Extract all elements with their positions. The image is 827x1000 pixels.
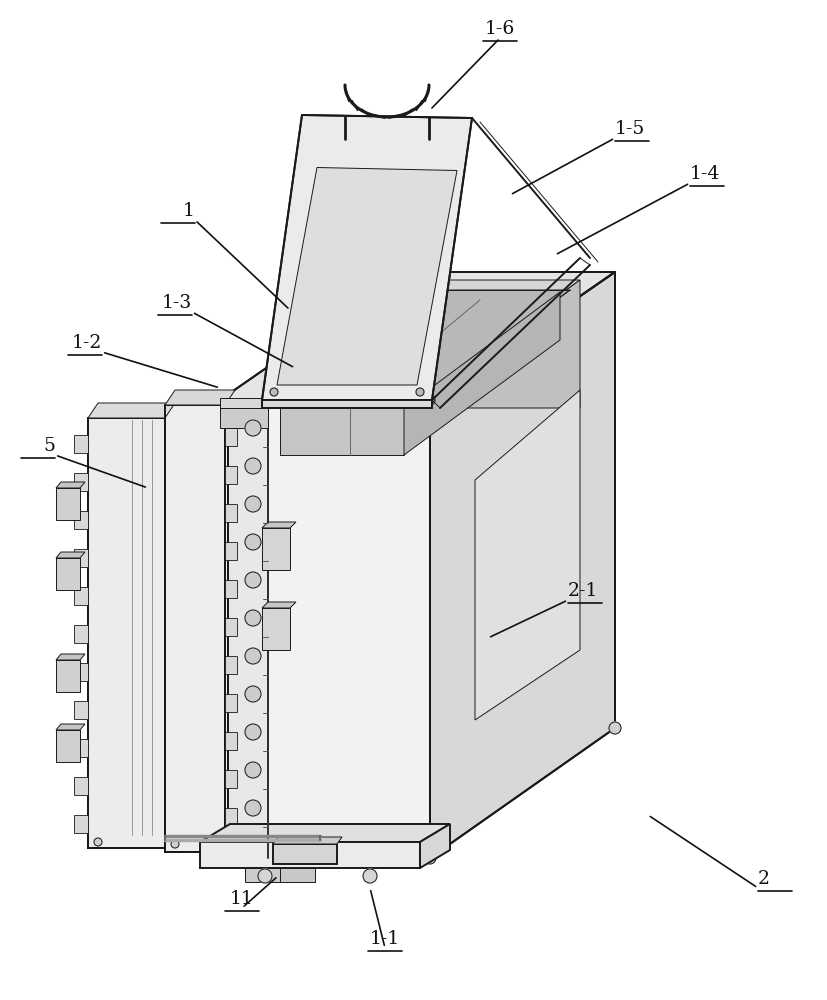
- Circle shape: [245, 420, 261, 436]
- Polygon shape: [225, 808, 237, 826]
- Polygon shape: [56, 724, 85, 730]
- Polygon shape: [220, 400, 429, 858]
- Polygon shape: [280, 408, 404, 455]
- Polygon shape: [225, 504, 237, 522]
- Polygon shape: [225, 770, 237, 788]
- Polygon shape: [220, 408, 268, 428]
- Polygon shape: [261, 115, 471, 400]
- Polygon shape: [74, 815, 88, 833]
- Polygon shape: [227, 405, 268, 850]
- Polygon shape: [165, 405, 225, 852]
- Polygon shape: [74, 549, 88, 567]
- Circle shape: [374, 853, 385, 865]
- Polygon shape: [475, 390, 579, 720]
- Circle shape: [424, 395, 434, 405]
- Polygon shape: [225, 542, 237, 560]
- Polygon shape: [220, 398, 429, 408]
- Polygon shape: [165, 390, 235, 405]
- Circle shape: [245, 762, 261, 778]
- Circle shape: [258, 869, 272, 883]
- Polygon shape: [56, 482, 85, 488]
- Polygon shape: [56, 730, 80, 762]
- Polygon shape: [74, 701, 88, 719]
- Polygon shape: [265, 280, 579, 400]
- Polygon shape: [245, 868, 280, 882]
- Circle shape: [423, 852, 436, 864]
- Polygon shape: [74, 625, 88, 643]
- Polygon shape: [273, 844, 337, 864]
- Polygon shape: [56, 558, 80, 590]
- Circle shape: [254, 853, 265, 865]
- Polygon shape: [225, 580, 237, 598]
- Circle shape: [609, 722, 620, 734]
- Polygon shape: [225, 732, 237, 750]
- Text: 1-1: 1-1: [370, 930, 399, 948]
- Text: 1-6: 1-6: [485, 20, 514, 38]
- Polygon shape: [56, 654, 85, 660]
- Polygon shape: [74, 435, 88, 453]
- Polygon shape: [414, 280, 579, 408]
- Circle shape: [245, 800, 261, 816]
- Circle shape: [415, 388, 423, 396]
- Text: 1-5: 1-5: [614, 120, 644, 138]
- Text: 1-3: 1-3: [161, 294, 192, 312]
- Circle shape: [270, 388, 278, 396]
- Bar: [408, 395, 429, 407]
- Polygon shape: [200, 842, 419, 868]
- Polygon shape: [74, 739, 88, 757]
- Polygon shape: [74, 663, 88, 681]
- Polygon shape: [200, 824, 449, 842]
- Polygon shape: [220, 272, 614, 400]
- Text: 11: 11: [230, 890, 254, 908]
- Text: 2-1: 2-1: [567, 582, 598, 600]
- Polygon shape: [261, 608, 289, 650]
- Circle shape: [171, 840, 179, 848]
- Polygon shape: [56, 552, 85, 558]
- Circle shape: [245, 572, 261, 588]
- Polygon shape: [56, 488, 80, 520]
- Circle shape: [245, 534, 261, 550]
- Circle shape: [245, 496, 261, 512]
- Polygon shape: [261, 602, 295, 608]
- Circle shape: [245, 648, 261, 664]
- Polygon shape: [74, 511, 88, 529]
- Polygon shape: [88, 403, 174, 418]
- Polygon shape: [225, 466, 237, 484]
- Polygon shape: [419, 824, 449, 868]
- Circle shape: [245, 724, 261, 740]
- Polygon shape: [275, 290, 569, 408]
- Text: 5: 5: [43, 437, 55, 455]
- Polygon shape: [74, 473, 88, 491]
- Polygon shape: [261, 522, 295, 528]
- Polygon shape: [280, 868, 314, 882]
- Polygon shape: [74, 777, 88, 795]
- Circle shape: [362, 869, 376, 883]
- Polygon shape: [429, 272, 614, 858]
- Polygon shape: [273, 837, 342, 844]
- Circle shape: [245, 686, 261, 702]
- Polygon shape: [56, 660, 80, 692]
- Polygon shape: [265, 400, 414, 408]
- Text: 2: 2: [757, 870, 769, 888]
- Polygon shape: [261, 400, 432, 408]
- Text: 1-4: 1-4: [689, 165, 719, 183]
- Polygon shape: [277, 168, 457, 385]
- Polygon shape: [74, 587, 88, 605]
- Polygon shape: [225, 618, 237, 636]
- Text: 1: 1: [183, 202, 195, 220]
- Circle shape: [245, 458, 261, 474]
- Polygon shape: [225, 428, 237, 446]
- Polygon shape: [88, 418, 165, 848]
- Text: 1-2: 1-2: [72, 334, 102, 352]
- Polygon shape: [225, 656, 237, 674]
- Polygon shape: [225, 694, 237, 712]
- Circle shape: [245, 610, 261, 626]
- Polygon shape: [261, 528, 289, 570]
- Polygon shape: [404, 292, 559, 455]
- Circle shape: [94, 838, 102, 846]
